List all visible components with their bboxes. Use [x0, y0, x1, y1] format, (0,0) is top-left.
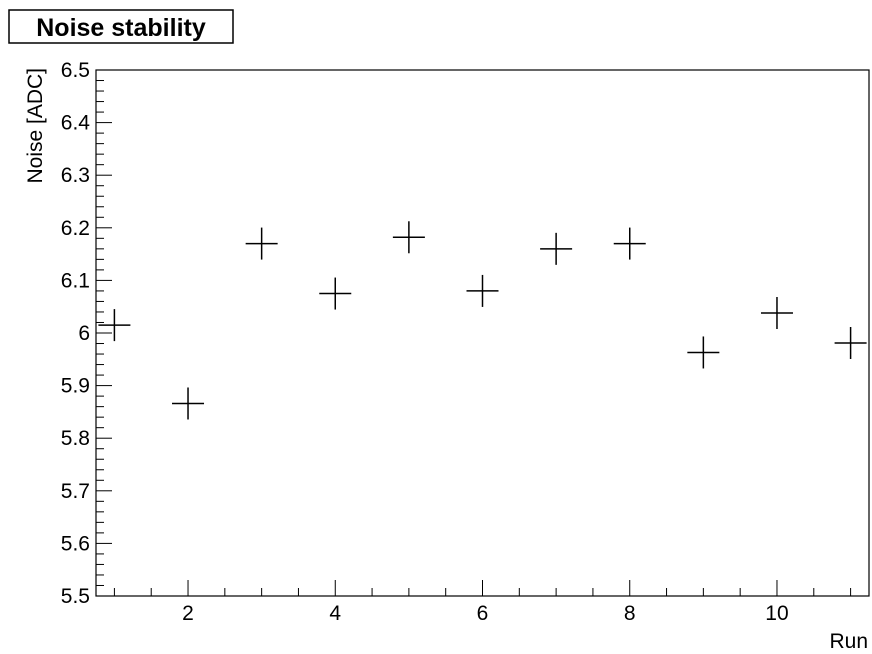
x-tick-label: 2	[182, 602, 194, 625]
data-point	[540, 232, 573, 265]
data-point	[466, 274, 499, 307]
y-tick-label: 6.3	[61, 164, 90, 187]
y-axis-label: Noise [ADC]	[24, 68, 47, 184]
x-axis-label: Run	[829, 630, 868, 653]
data-point	[98, 309, 131, 342]
data-point	[172, 387, 205, 420]
y-tick-label: 6.4	[61, 112, 91, 135]
data-point	[613, 227, 646, 260]
y-tick-label: 5.7	[61, 480, 90, 503]
x-tick-label: 6	[477, 602, 489, 625]
data-point	[392, 221, 425, 254]
x-axis-tick-labels: 2 4 6 8 10	[182, 602, 788, 625]
y-tick-label: 5.9	[61, 375, 90, 398]
y-tick-label: 6	[78, 322, 90, 345]
data-point	[319, 277, 352, 310]
data-points	[98, 221, 867, 420]
y-axis-tick-labels: 5.5 5.6 5.7 5.8 5.9 6 6.1 6.2 6.3 6.4 6.5	[61, 59, 91, 608]
x-axis-ticks	[113, 580, 852, 596]
y-tick-label: 5.6	[61, 532, 90, 555]
data-point	[687, 336, 720, 369]
data-point	[834, 326, 867, 359]
y-axis-ticks	[96, 69, 112, 597]
y-tick-label: 5.5	[61, 585, 90, 608]
y-tick-label: 6.5	[61, 59, 90, 82]
y-tick-label: 6.1	[61, 269, 90, 292]
chart-title: Noise stability	[36, 14, 206, 42]
y-tick-label: 5.8	[61, 427, 90, 450]
data-point	[760, 297, 793, 330]
data-point	[245, 227, 278, 260]
x-tick-label: 8	[624, 602, 636, 625]
title-box	[8, 9, 234, 44]
x-tick-label: 10	[765, 602, 788, 625]
x-tick-label: 4	[329, 602, 341, 625]
y-tick-label: 6.2	[61, 217, 90, 240]
